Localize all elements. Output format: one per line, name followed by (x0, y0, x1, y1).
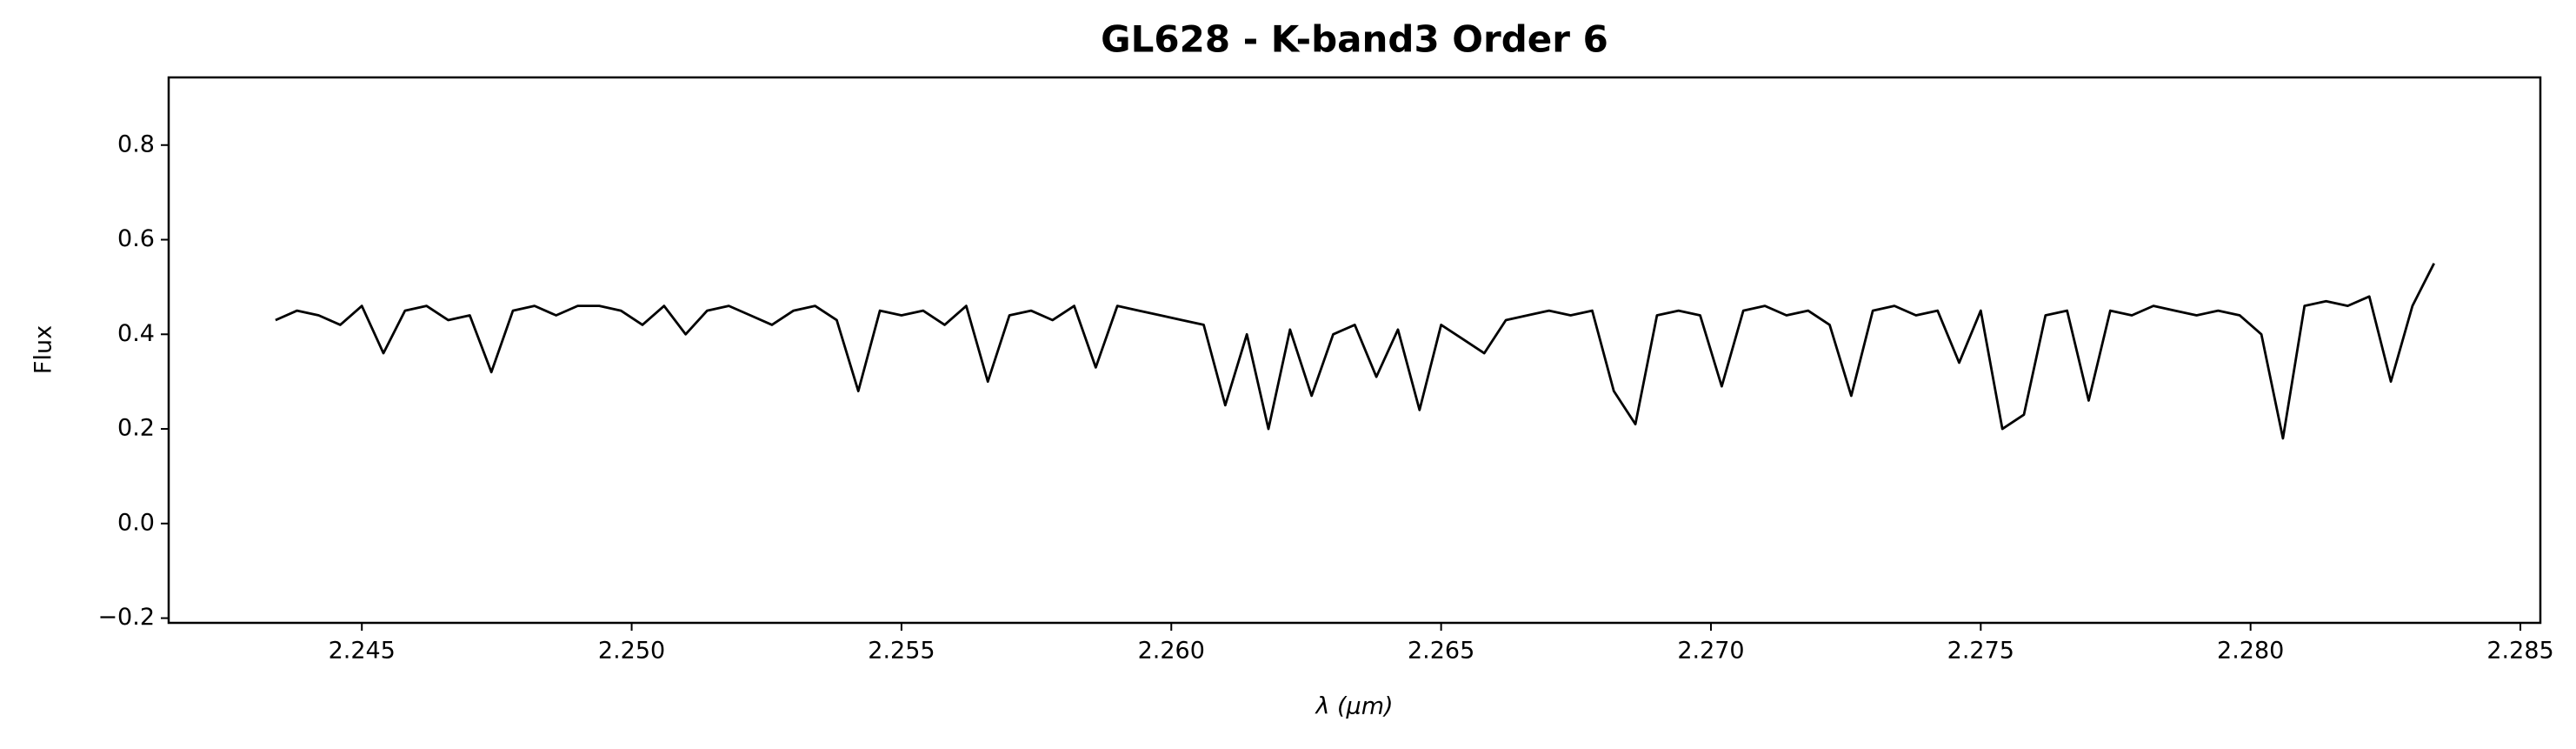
plot-frame (167, 76, 2542, 625)
x-tick-label: 2.250 (598, 638, 665, 665)
chart-title: GL628 - K-band3 Order 6 (1101, 18, 1608, 61)
x-tick-label: 2.275 (1947, 638, 2014, 665)
x-tick-label: 2.265 (1408, 638, 1474, 665)
x-tick-label: 2.255 (868, 638, 935, 665)
x-tick-label: 2.245 (329, 638, 396, 665)
y-tick-label: 0.0 (117, 509, 155, 536)
x-tick-label: 2.285 (2486, 638, 2553, 665)
y-tick-label: 0.8 (117, 130, 155, 157)
spectrum-line (275, 263, 2435, 440)
y-tick-label: 0.4 (117, 320, 155, 347)
x-tick-label: 2.280 (2217, 638, 2284, 665)
y-tick-label: 0.6 (117, 225, 155, 252)
y-axis-label: Flux (30, 325, 57, 374)
x-axis-label: λ (μm) (1314, 693, 1393, 720)
y-tick-label: −0.2 (97, 604, 155, 631)
x-tick-label: 2.270 (1677, 638, 1744, 665)
x-tick-label: 2.260 (1138, 638, 1205, 665)
y-tick-label: 0.2 (117, 415, 155, 442)
